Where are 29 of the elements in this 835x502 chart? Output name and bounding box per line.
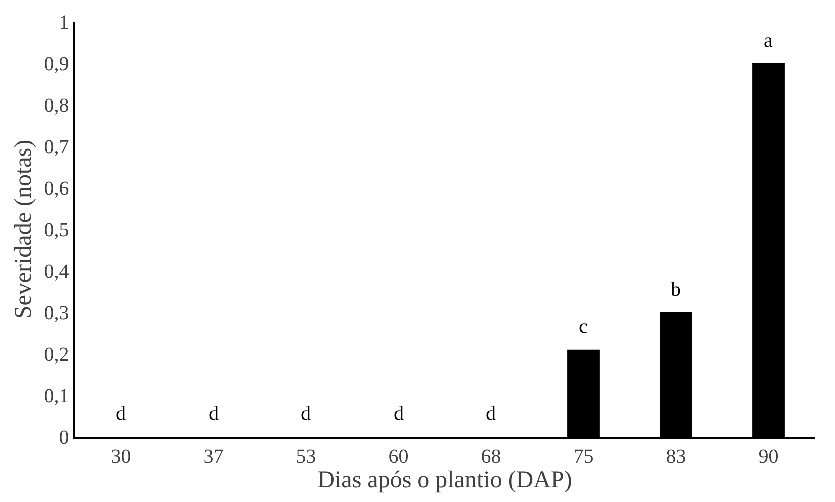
annotation: d bbox=[486, 403, 496, 425]
y-tick-label: 0,8 bbox=[44, 95, 70, 117]
x-tick-label: 37 bbox=[204, 446, 224, 468]
annotation: c bbox=[579, 316, 588, 338]
y-tick-label: 0,1 bbox=[44, 386, 70, 408]
y-tick-label: 0,3 bbox=[44, 302, 70, 324]
annotation: a bbox=[764, 30, 773, 52]
annotation: d bbox=[394, 403, 404, 425]
y-tick-label: 0,5 bbox=[44, 220, 70, 242]
y-tick-label: 0,2 bbox=[44, 344, 70, 366]
annotation: d bbox=[301, 403, 311, 425]
y-tick-label: 0 bbox=[59, 427, 70, 449]
x-tick-label: 75 bbox=[574, 446, 594, 468]
annotation: d bbox=[116, 403, 126, 425]
y-tick-label: 1 bbox=[59, 12, 70, 34]
y-tick-label: 0,4 bbox=[44, 261, 70, 283]
x-tick-label: 83 bbox=[666, 446, 686, 468]
y-tick-label: 0,7 bbox=[44, 136, 70, 158]
y-tick-label: 0,6 bbox=[44, 178, 70, 200]
annotation: b bbox=[671, 279, 681, 301]
y-tick-label: 0,9 bbox=[44, 54, 70, 76]
x-tick-label: 30 bbox=[111, 446, 132, 468]
y-axis-title: Severidade (notas) bbox=[10, 140, 37, 320]
x-tick-label: 53 bbox=[296, 446, 316, 468]
x-tick-label: 60 bbox=[388, 446, 409, 468]
annotation: d bbox=[209, 403, 219, 425]
x-tick-label: 90 bbox=[758, 446, 779, 468]
x-tick-label: 68 bbox=[481, 446, 502, 468]
x-axis-title: Dias após o plantio (DAP) bbox=[318, 468, 572, 494]
